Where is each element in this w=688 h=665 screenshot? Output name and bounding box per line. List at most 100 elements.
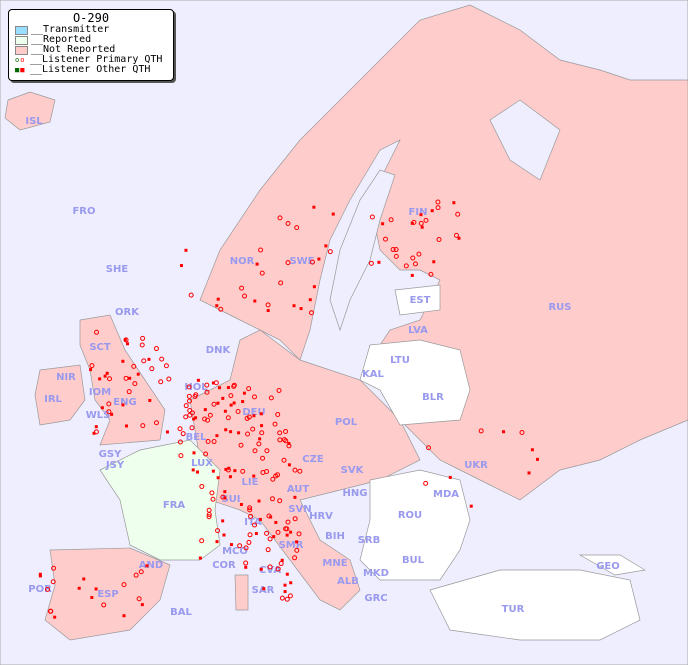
listener-primary-qth-marker <box>416 251 422 257</box>
listener-primary-qth-marker <box>369 214 375 220</box>
listener-primary-qth-marker <box>283 526 289 532</box>
country-irl[interactable] <box>34 364 86 426</box>
listener-other-qth-marker <box>145 564 149 568</box>
listener-primary-qth-marker <box>189 425 195 431</box>
listener-other-qth-marker <box>241 400 245 404</box>
country-rou-bul-mda[interactable] <box>359 469 471 581</box>
listener-other-qth-marker <box>410 273 414 277</box>
listener-primary-qth-marker <box>281 457 287 463</box>
listener-other-qth-marker <box>260 424 264 428</box>
listener-primary-qth-marker <box>368 260 374 266</box>
listener-primary-qth-marker <box>238 442 244 448</box>
listener-other-qth-marker <box>90 595 94 599</box>
listener-other-qth-marker <box>222 533 226 537</box>
listener-other-qth-marker <box>257 499 261 503</box>
listener-primary-qth-marker <box>231 383 237 389</box>
legend: O-290 __Transmitter __Reported __Not Rep… <box>8 9 174 81</box>
country-geo[interactable] <box>578 554 646 576</box>
listener-other-qth-marker <box>258 517 262 521</box>
region-central[interactable] <box>189 329 421 611</box>
country-tur[interactable] <box>429 569 641 641</box>
listener-primary-qth-marker <box>256 441 262 447</box>
legend-label: __Listener Primary QTH <box>30 54 163 65</box>
country-label-fro: FRO <box>72 206 95 217</box>
listener-primary-qth-marker <box>166 376 172 382</box>
listener-other-qth-marker <box>274 520 278 524</box>
listener-primary-qth-marker <box>133 572 139 578</box>
listener-primary-qth-marker <box>478 428 484 434</box>
legend-label: __Transmitter <box>31 24 110 35</box>
listener-primary-qth-marker <box>275 529 281 535</box>
listener-other-qth-marker <box>223 496 227 500</box>
listener-primary-qth-marker <box>246 386 252 392</box>
listener-primary-qth-marker <box>207 412 213 418</box>
listener-other-qth-marker <box>216 476 220 480</box>
listener-other-qth-marker <box>295 540 299 544</box>
country-label-esp: ESP <box>97 589 118 600</box>
listener-other-qth-marker <box>121 359 125 363</box>
listener-primary-qth-marker <box>180 431 186 437</box>
legend-item-not-reported: __Not Reported <box>9 45 173 55</box>
listener-other-qth-marker <box>452 201 456 205</box>
listener-primary-qth-marker <box>390 247 396 253</box>
country-ltu-blr[interactable] <box>359 339 471 426</box>
listener-other-qth-marker <box>287 463 291 467</box>
listener-primary-qth-marker <box>453 232 459 238</box>
legend-title: O-290 <box>72 11 110 25</box>
country-label-and: AND <box>139 560 163 571</box>
legend-label: __Listener Other QTH <box>30 64 151 75</box>
listener-primary-qth-marker <box>123 375 129 381</box>
listener-other-qth-marker <box>226 386 230 390</box>
country-label-she: SHE <box>106 264 129 275</box>
listener-primary-qth-marker <box>436 236 442 242</box>
country-label-ork: ORK <box>115 307 140 318</box>
listener-other-qth-marker <box>216 401 220 405</box>
listener-other-qth-marker <box>215 434 219 438</box>
listener-primary-qth-marker <box>187 412 193 418</box>
country-label-fin: FIN <box>409 207 428 218</box>
country-label-ukr: UKR <box>464 460 488 471</box>
listener-other-qth-marker <box>280 558 284 562</box>
country-fra[interactable] <box>99 439 221 561</box>
country-label-iom: IOM <box>89 387 111 398</box>
listener-primary-qth-marker <box>258 247 264 253</box>
country-label-rus: RUS <box>548 302 571 313</box>
country-isl[interactable] <box>4 91 56 131</box>
listener-primary-qth-marker <box>260 455 266 461</box>
listener-primary-qth-marker <box>423 217 429 223</box>
country-esp-por[interactable] <box>44 547 171 641</box>
listener-primary-qth-marker <box>225 467 231 473</box>
listener-primary-qth-marker <box>139 342 145 348</box>
listener-other-qth-marker <box>252 474 256 478</box>
legend-label: __Reported <box>31 34 92 45</box>
listener-primary-qth-marker <box>188 292 194 298</box>
country-label-por: POR <box>28 584 52 595</box>
listener-other-qth-marker <box>203 408 207 412</box>
country-gbr[interactable] <box>79 314 166 446</box>
country-label-kal: KAL <box>362 369 384 380</box>
listener-primary-qth-marker <box>136 596 142 602</box>
listener-primary-qth-marker <box>140 335 146 341</box>
listener-other-qth-marker <box>228 475 232 479</box>
listener-primary-qth-marker <box>296 531 302 537</box>
listener-other-qth-marker <box>420 225 424 229</box>
listener-other-qth-marker <box>331 212 335 216</box>
country-label-blr: BLR <box>422 392 444 403</box>
listener-primary-qth-marker <box>279 595 285 601</box>
country-sar[interactable] <box>234 574 249 611</box>
listener-other-qth-marker <box>312 205 316 209</box>
listener-other-qth-marker <box>272 535 276 539</box>
listener-primary-qth-marker <box>265 547 271 553</box>
listener-other-qth-marker <box>192 451 196 455</box>
reported-swatch <box>15 35 28 45</box>
listener-primary-qth-marker <box>393 253 399 259</box>
country-label-lux: LUX <box>191 458 213 469</box>
country-label-dnk: DNK <box>206 345 232 356</box>
listener-other-qth-marker <box>299 307 303 311</box>
listener-primary-qth-marker <box>273 473 279 479</box>
listener-primary-qth-marker <box>132 381 138 387</box>
listener-primary-qth-marker <box>276 387 282 393</box>
listener-other-qth-marker <box>216 297 220 301</box>
listener-primary-qth-marker <box>393 247 399 253</box>
country-est[interactable] <box>394 284 441 316</box>
